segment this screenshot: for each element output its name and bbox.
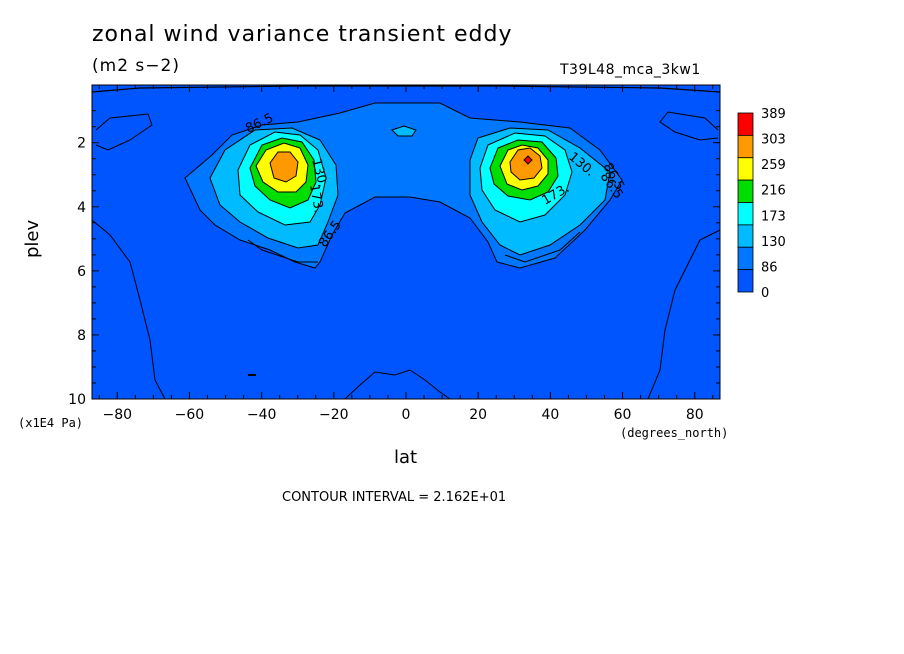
colorbar-label: 389 <box>761 107 786 122</box>
colorbar-swatch <box>737 246 754 271</box>
colorbar-swatch <box>737 157 754 181</box>
contour-line-polar-west <box>95 113 153 151</box>
run-id-label: T39L48_mca_3kw1 <box>560 62 701 78</box>
x-tick-label: 40 <box>541 407 559 423</box>
contour-line-inner-west <box>247 239 318 263</box>
contour-line-surface <box>344 369 451 400</box>
colorbar-label: 0 <box>761 286 769 301</box>
x-tick-label: 0 <box>402 407 411 423</box>
colorbar-label: 303 <box>761 133 786 148</box>
y-axis-unit: (x1E4 Pa) <box>18 416 84 430</box>
contour-label: 130. <box>308 157 330 189</box>
colorbar-swatch <box>737 269 754 293</box>
x-axis-unit: (degrees_north) <box>620 426 729 440</box>
colorbar-label: 130 <box>761 235 786 250</box>
colorbar-swatch <box>737 179 754 203</box>
colorbar-label: 216 <box>761 184 786 199</box>
colorbar-label: 259 <box>761 158 786 173</box>
y-tick-label: 8 <box>77 328 86 344</box>
x-tick-label: 80 <box>686 407 704 423</box>
y-axis-label: plev <box>22 219 43 258</box>
contour-line-outer-west <box>91 219 166 400</box>
plot-title: zonal wind variance transient eddy <box>92 22 513 47</box>
band-130-173-mid <box>391 125 417 137</box>
band-303-389-east <box>509 147 543 181</box>
colorbar-label: 86 <box>761 260 778 275</box>
contour-line-outer-east <box>647 229 721 400</box>
x-tick-label: −20 <box>319 407 349 423</box>
contour-line-polar-east <box>659 111 719 141</box>
units-label: (m2 s−2) <box>92 56 180 76</box>
colorbar-swatch <box>737 134 754 159</box>
y-tick-label: 4 <box>77 200 86 216</box>
x-tick-label: 60 <box>614 407 632 423</box>
contour-line-top <box>91 85 721 93</box>
contour-line-inner-east <box>504 231 581 263</box>
x-tick-label: −80 <box>102 407 132 423</box>
colorbar-label: 173 <box>761 209 786 224</box>
colorbar-swatch <box>737 112 754 136</box>
colorbar-swatch <box>737 202 754 226</box>
x-tick-label: −60 <box>175 407 205 423</box>
y-tick-label: 10 <box>68 392 86 408</box>
y-tick-label: 2 <box>77 136 86 152</box>
x-tick-label: 20 <box>469 407 487 423</box>
contour-interval-label: CONTOUR INTERVAL = 2.162E+01 <box>282 490 507 505</box>
x-axis-label: lat <box>394 447 418 468</box>
y-tick-label: 6 <box>77 264 86 280</box>
contour-label: 173. <box>306 183 326 214</box>
band-303-389-west <box>269 151 299 183</box>
x-tick-label: −40 <box>247 407 277 423</box>
colorbar-swatch <box>737 224 754 248</box>
band-389-max-east <box>523 155 533 165</box>
